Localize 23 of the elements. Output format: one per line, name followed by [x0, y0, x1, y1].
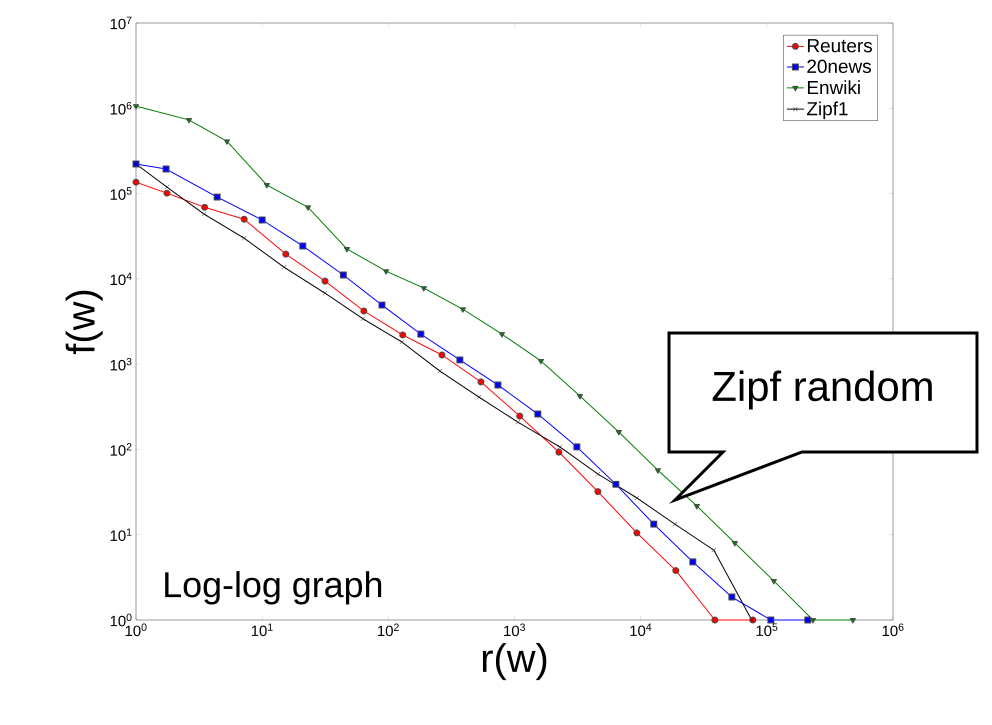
y-tick-label: 10$^{2}$ [110, 443, 132, 456]
x-tick-label: 10$^{4}$ [630, 624, 652, 636]
legend-label: Enwiki [808, 80, 860, 94]
y-tick-label: 10$^{5}$ [110, 187, 132, 200]
legend-label: Zipf1 [806, 101, 848, 120]
y-tick-label: 10$^{7}$ [110, 16, 132, 30]
y-tick-label: 10$^{0}$ [110, 614, 132, 626]
legend-label: Reuters [808, 39, 872, 52]
x-tick-label: 10$^{1}$ [252, 624, 273, 636]
annotation: Log-log graph [165, 571, 382, 605]
x-axis-title: r(w) [482, 643, 546, 680]
x-tick-label: 10$^{5}$ [756, 624, 778, 636]
x-tick-label: 10$^{0}$ [126, 624, 147, 636]
y-tick-label: 10$^{4}$ [110, 272, 132, 286]
y-tick-label: 10$^{6}$ [110, 102, 132, 115]
x-tick-label: 10$^{2}$ [378, 624, 399, 636]
x-tick-label: 10$^{3}$ [504, 624, 526, 636]
y-tick-label: 10$^{3}$ [110, 358, 132, 370]
y-axis-title: f(w) [66, 290, 103, 354]
legend-label: 20news [807, 60, 871, 74]
annotation: Zipf random [712, 370, 932, 410]
x-tick-label: 10$^{6}$ [882, 624, 904, 636]
y-tick-label: 10$^{1}$ [110, 528, 132, 541]
